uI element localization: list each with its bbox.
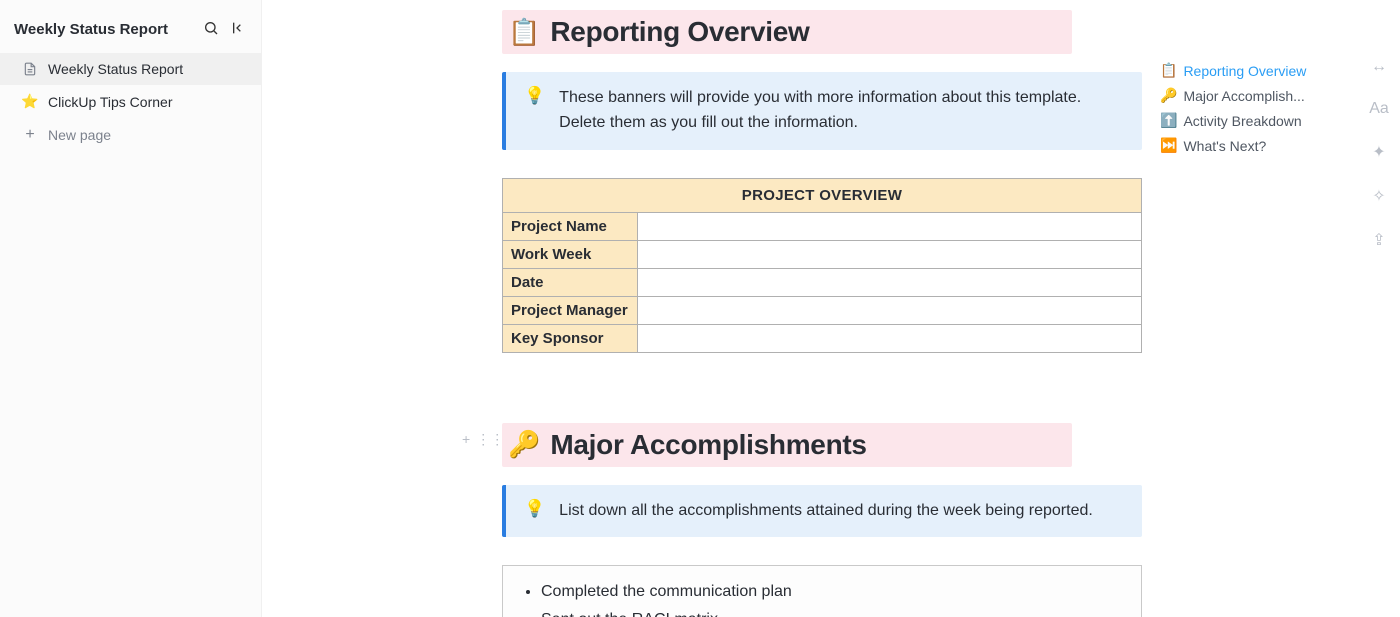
info-banner-accomplishments[interactable]: 💡 List down all the accomplishments atta… [502,485,1142,538]
right-toolbar: ↔ Aa ✦ ✧ ⇪ [1358,0,1400,617]
new-page-label: New page [48,127,111,143]
row-value[interactable] [638,324,1142,352]
project-overview-table: PROJECT OVERVIEW Project Name Work Week … [502,178,1142,353]
outline-item-activity-breakdown[interactable]: ⬆️ Activity Breakdown [1158,108,1350,133]
lightbulb-icon: 💡 [524,499,545,524]
accomplishments-list: Completed the communication plan Sent ou… [513,578,1125,617]
outline-label: Reporting Overview [1183,63,1306,79]
banner-text: List down all the accomplishments attain… [559,499,1093,524]
next-icon: ⏭️ [1160,137,1177,154]
sidebar-item-label: Weekly Status Report [48,61,183,77]
outline-label: What's Next? [1183,138,1266,154]
star-icon: ⭐ [22,93,38,110]
block-controls: + ⋮⋮ [462,431,504,448]
heading-block: + ⋮⋮ 🔑 Major Accomplishments [502,423,1142,467]
drag-handle-icon[interactable]: ⋮⋮ [476,431,504,448]
sidebar-header-icons [203,20,247,39]
sidebar-new-page[interactable]: + New page [0,118,261,152]
table-row: Project Manager [503,296,1142,324]
share-tool-icon[interactable]: ⇪ [1372,230,1385,250]
outline-label: Activity Breakdown [1183,113,1301,129]
outline-item-reporting-overview[interactable]: 📋 Reporting Overview [1158,58,1350,83]
lightbulb-icon: 💡 [524,86,545,136]
sidebar-title: Weekly Status Report [14,21,168,38]
table-row: Work Week [503,240,1142,268]
row-label: Project Name [503,212,638,240]
row-value[interactable] [638,268,1142,296]
table-row: Key Sponsor [503,324,1142,352]
outline-panel: 📋 Reporting Overview 🔑 Major Accomplish.… [1150,0,1358,617]
ai-tool-icon[interactable]: ✦ [1372,142,1385,162]
sidebar-item-label: ClickUp Tips Corner [48,94,172,110]
sidebar-header: Weekly Status Report [0,20,261,53]
width-tool-icon[interactable]: ↔ [1371,58,1387,76]
sidebar-item-weekly-status[interactable]: Weekly Status Report [0,53,261,85]
outline-item-major-accomplishments[interactable]: 🔑 Major Accomplish... [1158,83,1350,108]
collapse-sidebar-icon[interactable] [231,20,247,39]
heading-title: Major Accomplishments [550,429,866,461]
sidebar: Weekly Status Report Weekly Status Repor… [0,0,262,617]
row-value[interactable] [638,212,1142,240]
row-value[interactable] [638,240,1142,268]
up-arrow-icon: ⬆️ [1160,112,1177,129]
main-content: 📋 Reporting Overview 💡 These banners wil… [262,0,1150,617]
sidebar-item-tips-corner[interactable]: ⭐ ClickUp Tips Corner [0,85,261,118]
clipboard-icon: 📋 [508,17,540,48]
outline-item-whats-next[interactable]: ⏭️ What's Next? [1158,133,1350,158]
table-header: PROJECT OVERVIEW [503,178,1142,212]
info-banner-overview[interactable]: 💡 These banners will provide you with mo… [502,72,1142,150]
search-icon[interactable] [203,20,219,39]
banner-text: These banners will provide you with more… [559,86,1124,136]
table-row: Project Name [503,212,1142,240]
add-block-icon[interactable]: + [462,431,470,448]
row-label: Date [503,268,638,296]
outline-label: Major Accomplish... [1183,88,1304,104]
key-icon: 🔑 [1160,87,1177,104]
typography-tool-icon[interactable]: Aa [1369,100,1389,118]
list-item[interactable]: Completed the communication plan [541,578,1125,605]
row-label: Key Sponsor [503,324,638,352]
table-row: Date [503,268,1142,296]
accomplishments-list-box[interactable]: Completed the communication plan Sent ou… [502,565,1142,617]
sparkle-tool-icon[interactable]: ✧ [1372,186,1385,206]
document-icon [22,62,38,76]
list-item[interactable]: Sent out the RACI matrix [541,606,1125,617]
row-label: Work Week [503,240,638,268]
heading-reporting-overview[interactable]: 📋 Reporting Overview [502,10,1072,54]
clipboard-icon: 📋 [1160,62,1177,79]
heading-major-accomplishments[interactable]: 🔑 Major Accomplishments [502,423,1072,467]
row-value[interactable] [638,296,1142,324]
row-label: Project Manager [503,296,638,324]
key-icon: 🔑 [508,429,540,460]
plus-icon: + [22,126,38,144]
heading-title: Reporting Overview [550,16,809,48]
